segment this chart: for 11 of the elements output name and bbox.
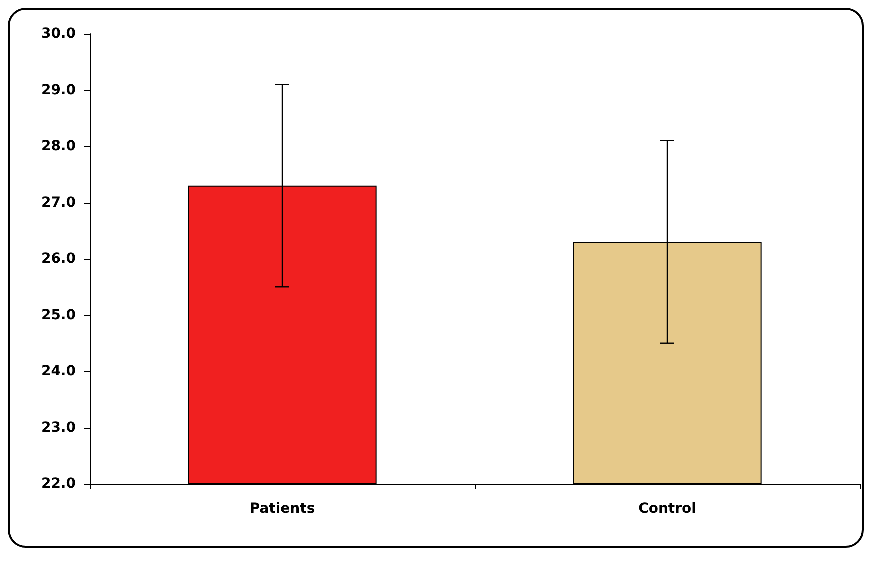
x-tick-label: Patients — [250, 501, 316, 517]
y-tick-label: 26.0 — [41, 251, 76, 267]
y-tick-label: 23.0 — [41, 420, 76, 436]
y-tick-label: 27.0 — [41, 194, 76, 211]
x-tick-label: Control — [638, 501, 696, 517]
y-tick-label: 28.0 — [41, 138, 76, 154]
y-tick-label: 22.0 — [41, 476, 76, 492]
y-tick-label: 25.0 — [41, 307, 76, 324]
y-tick-label: 29.0 — [41, 82, 76, 98]
y-tick-label: 24.0 — [41, 364, 76, 380]
y-tick-label: 30.0 — [41, 26, 76, 42]
